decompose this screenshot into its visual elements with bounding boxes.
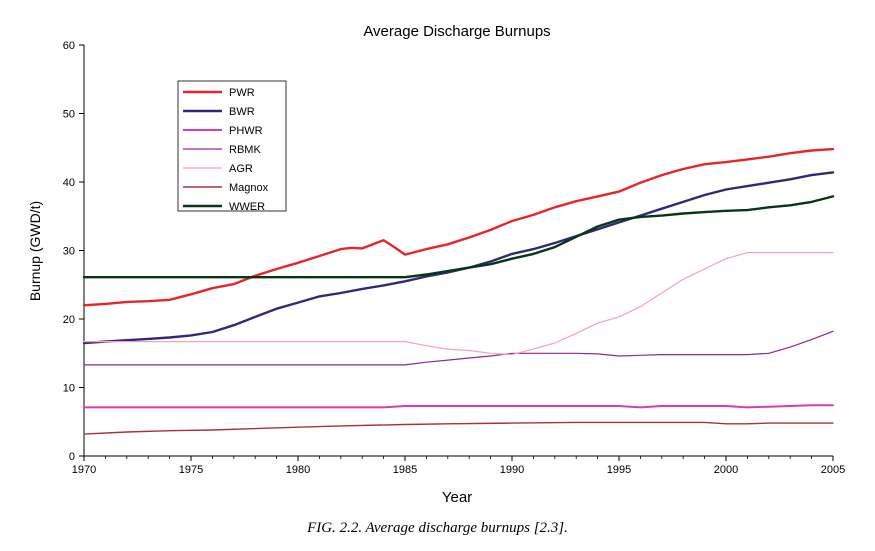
legend-box [177,80,287,212]
x-axis-label: Year [442,489,472,506]
figure-caption: FIG. 2.2. Average discharge burnups [2.3… [307,520,568,536]
x-tick-label: 1980 [286,464,310,476]
y-tick-label: 40 [63,177,75,189]
y-tick-label: 20 [63,314,75,326]
x-tick-label: 2000 [714,464,738,476]
y-tick-label: 60 [63,40,75,52]
y-axis-label: Burnup (GWD/t) [27,201,43,301]
legend-label-rbmk: RBMK [229,144,261,156]
axes: 0 10 20 30 40 50 60 1970 1975 1980 1985 1990 1995 200… [63,40,845,476]
y-tick-label: 10 [63,383,75,395]
y-tick-label: 0 [69,451,75,463]
series-line-pwr [82,147,835,307]
legend-label-phwr: PHWR [229,125,263,137]
series-line-wwer [82,195,835,279]
legend-label-pwr: PWR [229,87,255,99]
legend-label-wwer: WWER [229,201,265,213]
series-line-phwr [83,404,834,409]
y-tick-label: 50 [63,109,75,121]
series-lines [82,147,835,435]
chart: Average Discharge Burnups Burnup (GWD/t)… [27,23,845,506]
y-tick-label: 30 [63,246,75,258]
series-line-agr [83,252,834,356]
series-line-magnox [83,421,834,435]
series-line-rbmk [83,330,834,366]
x-tick-label: 2005 [821,464,845,476]
legend-label-agr: AGR [229,163,253,175]
x-tick-label: 1985 [393,464,417,476]
x-tick-label: 1970 [72,464,96,476]
x-tick-label: 1975 [179,464,203,476]
legend-label-bwr: BWR [229,106,255,118]
x-tick-label: 1990 [500,464,524,476]
chart-title: Average Discharge Burnups [363,23,550,40]
x-tick-label: 1995 [607,464,631,476]
legend-label-magnox: Magnox [229,182,269,194]
legend: PWR BWR PHWR RBMK AGR Magnox WWER [177,80,287,213]
